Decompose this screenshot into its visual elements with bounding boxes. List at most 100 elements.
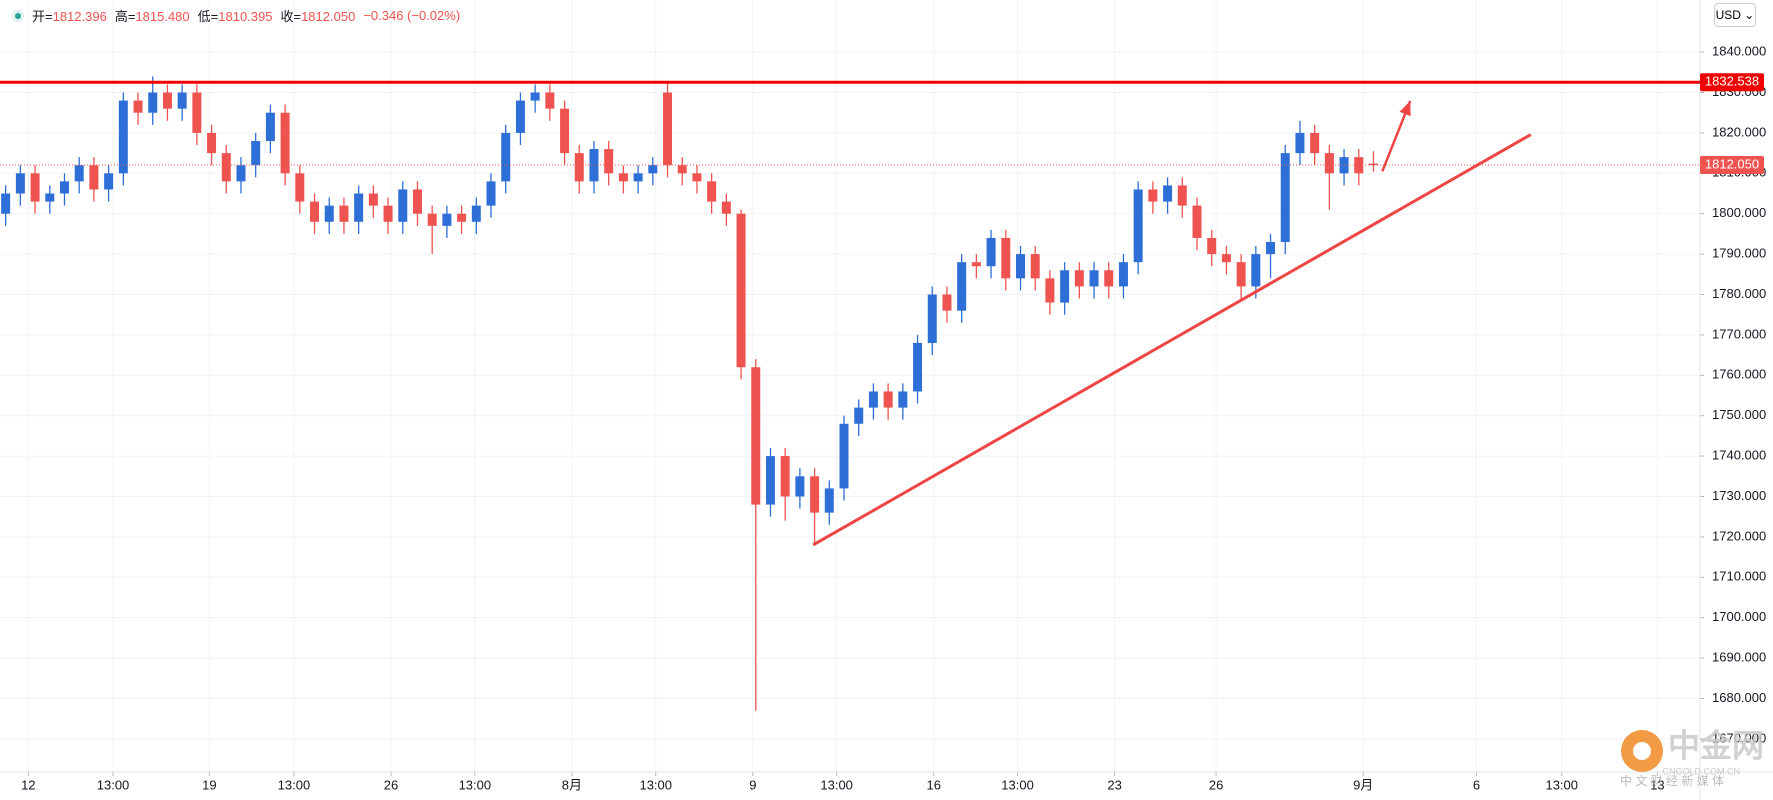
x-tick-label: 16 — [926, 777, 940, 792]
ohlc-item: 低=1810.395 — [198, 6, 273, 25]
candle-body — [1221, 254, 1231, 263]
x-tick-label: 13:00 — [1545, 777, 1578, 792]
trendline — [812, 133, 1532, 547]
x-tick-label: 19 — [202, 777, 216, 792]
site: CNGOLD.COM.CN — [1662, 766, 1740, 776]
y-tick-label: 1690.000 — [1712, 650, 1766, 665]
ohlc-label: 高= — [114, 9, 136, 24]
candle-body — [383, 205, 393, 222]
candle-body — [133, 100, 143, 113]
last-price-box — [1700, 156, 1764, 175]
ohlc-label: 低= — [197, 9, 219, 24]
candle-body — [162, 92, 172, 109]
price-change: −0.346 (−0.02%) — [363, 8, 461, 23]
ohlc-item: 高=1815.480 — [115, 6, 190, 25]
brand: 中金网 — [1668, 727, 1764, 763]
candle-body — [251, 140, 261, 166]
candle-body — [1207, 237, 1217, 255]
candle-body — [1001, 237, 1011, 279]
ohlc-label: 收= — [280, 9, 302, 24]
x-tick-label: 26 — [1209, 777, 1223, 792]
candle-body — [1295, 132, 1305, 154]
y-tick-label: 1760.000 — [1712, 367, 1766, 382]
y-tick-label: 1770.000 — [1712, 326, 1766, 341]
ohlc-label: 开= — [32, 9, 53, 24]
candle-body — [574, 153, 584, 182]
candle-body — [751, 367, 761, 505]
candle-body — [839, 423, 849, 489]
candle-body — [1, 193, 11, 214]
ohlc-value: 1812.050 — [301, 9, 356, 24]
x-tick-label: 9 — [749, 777, 756, 792]
candle-body — [824, 488, 834, 513]
candle-body — [280, 112, 290, 174]
ohlc-value: 1812.396 — [52, 9, 107, 24]
ohlc-header: 开=1812.396 高=1815.480 低=1810.395 收=1812.050… — [12, 6, 460, 25]
x-tick-label: 9月 — [1353, 777, 1373, 792]
candle-body — [310, 201, 320, 222]
y-tick-label: 1800.000 — [1712, 205, 1766, 220]
x-tick-label: 13:00 — [820, 777, 853, 792]
candle-body — [765, 456, 775, 505]
candle-body — [74, 165, 84, 182]
x-tick-label: 12 — [21, 777, 35, 792]
candle-body — [59, 181, 69, 194]
candle-body — [883, 391, 893, 408]
y-tick-label: 1750.000 — [1712, 407, 1766, 422]
candle-body — [515, 100, 525, 133]
ohlc-item: 开=1812.396 — [32, 6, 107, 25]
candle-body — [398, 189, 408, 222]
candle-body — [707, 181, 717, 202]
candle-body — [1354, 157, 1364, 174]
candle-body — [457, 213, 467, 222]
x-tick-label: 13:00 — [97, 777, 130, 792]
candle-body — [1104, 270, 1114, 287]
candle-body — [736, 213, 746, 368]
candle-body — [692, 173, 702, 182]
candle-body — [15, 173, 25, 194]
candle-body — [545, 92, 555, 109]
candle-body — [1266, 241, 1276, 255]
candle-body — [1133, 189, 1143, 263]
last-price-label: 1812.050 — [1705, 156, 1759, 171]
y-tick-label: 1670.000 — [1712, 730, 1766, 745]
candle-body — [368, 193, 378, 206]
candle-body — [677, 165, 687, 174]
y-tick-label: 1820.000 — [1712, 124, 1766, 139]
candle-body — [221, 153, 231, 182]
candle-body — [1060, 270, 1070, 303]
candle-body — [986, 237, 996, 267]
candle-body — [1280, 153, 1290, 242]
candle-body — [177, 92, 187, 109]
x-tick-label: 23 — [1107, 777, 1121, 792]
y-tick-label: 1790.000 — [1712, 246, 1766, 261]
candle-body — [1251, 254, 1261, 287]
candle-body — [236, 165, 246, 182]
ohlc-item: 收=1812.050 — [280, 6, 355, 25]
candle-body — [207, 132, 217, 154]
arrow-head — [1399, 100, 1411, 117]
candle-body — [265, 112, 275, 141]
candle-body — [1148, 189, 1158, 202]
candle-body — [1045, 278, 1055, 303]
x-tick-label: 13 — [1650, 777, 1664, 792]
y-tick-label: 1720.000 — [1712, 528, 1766, 543]
candle-body — [663, 92, 673, 166]
currency-button[interactable]: USD ⌄ — [1714, 3, 1756, 27]
y-tick-label: 1700.000 — [1712, 609, 1766, 624]
candle-body — [633, 173, 643, 182]
x-tick-label: 13:00 — [1001, 777, 1034, 792]
candle-body — [1192, 205, 1202, 238]
candle-body — [1030, 254, 1040, 279]
ohlc-value: 1810.395 — [218, 9, 273, 24]
candle-body — [721, 201, 731, 214]
candle-body — [1118, 262, 1128, 287]
x-tick-label: 26 — [384, 777, 398, 792]
candle-body — [1074, 270, 1084, 287]
candle-body — [560, 108, 570, 154]
candle-body — [795, 476, 805, 497]
candle-body — [868, 391, 878, 408]
x-tick-label: 8月 — [562, 777, 582, 792]
candle-body — [780, 456, 790, 497]
